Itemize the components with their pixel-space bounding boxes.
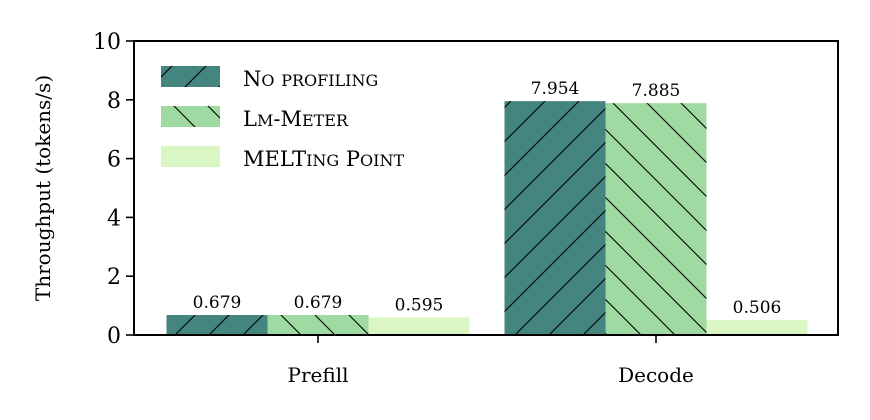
bar-melting-point-prefill bbox=[368, 317, 470, 335]
legend-label-no-profiling: NO PROFILING bbox=[243, 67, 378, 91]
data-label-lm-meter-decode: 7.885 bbox=[632, 81, 681, 101]
bar-hatch-lm-meter-decode bbox=[605, 103, 707, 335]
y-tick-label: 6 bbox=[107, 148, 121, 173]
y-axis-label: Throughput (tokens/s) bbox=[31, 75, 55, 301]
legend-swatch-hatch-no-profiling bbox=[161, 66, 220, 87]
y-tick-label: 8 bbox=[107, 89, 121, 114]
data-label-no-profiling-prefill: 0.679 bbox=[193, 293, 242, 313]
data-label-lm-meter-prefill: 0.679 bbox=[294, 293, 343, 313]
bar-hatch-lm-meter-prefill bbox=[267, 315, 369, 335]
x-tick-label-decode: Decode bbox=[618, 363, 694, 387]
legend-label-lm-meter: LM-METER bbox=[243, 107, 349, 131]
x-tick-label-prefill: Prefill bbox=[288, 363, 349, 387]
y-tick-label: 2 bbox=[107, 265, 121, 290]
legend-swatch-hatch-lm-meter bbox=[161, 106, 220, 127]
data-label-melting-point-decode: 0.506 bbox=[733, 298, 782, 318]
data-label-no-profiling-decode: 7.954 bbox=[531, 79, 580, 99]
data-label-melting-point-prefill: 0.595 bbox=[395, 296, 444, 316]
bar-hatch-no-profiling-prefill bbox=[166, 315, 268, 335]
legend-label-melting-point: MELTING POINT bbox=[243, 147, 404, 171]
bar-hatch-no-profiling-decode bbox=[504, 101, 606, 335]
y-tick-label: 0 bbox=[107, 324, 121, 349]
plot-area: 0.679 7.954 0.679 7.885 0.595 0.506 bbox=[166, 79, 808, 335]
legend: NO PROFILING LM-METER MELTING POINT bbox=[161, 66, 404, 171]
y-tick-label: 4 bbox=[107, 206, 121, 231]
legend-swatch-melting-point bbox=[161, 146, 220, 167]
axes-frame bbox=[133, 40, 839, 336]
y-tick-label: 10 bbox=[93, 30, 121, 55]
axes: 0 2 4 6 8 10 Prefill Decode Throughput (tokens/s… bbox=[31, 30, 839, 387]
bar-melting-point-decode bbox=[706, 320, 808, 335]
